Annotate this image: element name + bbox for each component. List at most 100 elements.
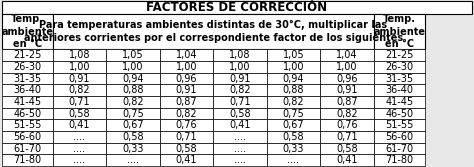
Text: 41-45: 41-45 [13,97,42,107]
Bar [160,143,213,154]
Bar [374,14,425,49]
Text: 0,82: 0,82 [122,97,144,107]
Text: 1,00: 1,00 [175,62,197,72]
Text: ....: .... [73,132,85,142]
Text: 56-60: 56-60 [13,132,42,142]
Bar [2,119,53,131]
Text: 21-25: 21-25 [13,50,42,60]
Bar [53,119,106,131]
Bar [320,49,374,61]
Text: 61-70: 61-70 [13,144,42,154]
Bar [266,84,320,96]
Bar [213,61,266,73]
Text: 0,58: 0,58 [69,109,90,119]
Bar [374,73,425,84]
Text: 1,00: 1,00 [336,62,357,72]
Text: 1,08: 1,08 [69,50,90,60]
Bar [160,108,213,119]
Bar [374,96,425,108]
Text: 56-60: 56-60 [385,132,413,142]
Bar [53,96,106,108]
Bar [160,84,213,96]
Text: 0,41: 0,41 [175,155,197,165]
Bar [213,119,266,131]
Text: 0,58: 0,58 [336,144,357,154]
Text: 0,96: 0,96 [336,73,357,84]
Text: 0,33: 0,33 [283,144,304,154]
Bar [53,49,106,61]
Bar [213,143,266,154]
Bar [374,108,425,119]
Bar [106,131,160,143]
Text: 0,67: 0,67 [122,120,144,130]
Bar [266,49,320,61]
Bar [53,108,106,119]
Text: 0,67: 0,67 [283,120,304,130]
Bar [320,119,374,131]
Bar [320,131,374,143]
Bar [266,143,320,154]
Text: 1,04: 1,04 [336,50,357,60]
Text: Para temperaturas ambientes distintas de 30°C, multiplicar las
anteriores corrie: Para temperaturas ambientes distintas de… [24,20,402,43]
Bar [266,119,320,131]
Bar [320,108,374,119]
Bar [320,73,374,84]
Text: 0,58: 0,58 [229,109,251,119]
Text: 1,05: 1,05 [283,50,304,60]
Bar [213,73,266,84]
Bar [266,154,320,166]
Bar [106,108,160,119]
Bar [106,154,160,166]
Text: 0,76: 0,76 [175,120,197,130]
Text: 0,88: 0,88 [283,85,304,95]
Text: 0,94: 0,94 [283,73,304,84]
Text: 46-50: 46-50 [13,109,42,119]
Bar [320,84,374,96]
Text: 61-70: 61-70 [385,144,413,154]
Bar [53,143,106,154]
Bar [320,61,374,73]
Text: 0,75: 0,75 [283,109,304,119]
Bar [106,84,160,96]
Bar [53,61,106,73]
Bar [374,119,425,131]
Bar [106,119,160,131]
Text: 41-45: 41-45 [385,97,413,107]
Text: 1,08: 1,08 [229,50,251,60]
Bar [374,143,425,154]
Text: 0,82: 0,82 [69,85,90,95]
Bar [213,49,266,61]
Bar [160,131,213,143]
Text: 21-25: 21-25 [385,50,413,60]
Bar [53,154,106,166]
Bar [374,49,425,61]
Bar [106,143,160,154]
Bar [160,154,213,166]
Text: 0,82: 0,82 [283,97,304,107]
Bar [2,49,53,61]
Text: 36-40: 36-40 [385,85,413,95]
Bar [266,108,320,119]
Bar [2,154,53,166]
Bar [266,61,320,73]
Bar [106,96,160,108]
Text: FACTORES DE CORRECCIÓN: FACTORES DE CORRECCIÓN [146,1,328,14]
Bar [2,143,53,154]
Text: ....: .... [127,155,139,165]
Text: ....: .... [234,132,246,142]
Text: Temp.
ambiente
en °C: Temp. ambiente en °C [373,14,425,49]
Text: 0,82: 0,82 [336,109,357,119]
Bar [374,131,425,143]
Text: 1,00: 1,00 [122,62,144,72]
Text: ....: .... [234,155,246,165]
Bar [374,154,425,166]
Bar [53,14,374,49]
Bar [213,108,266,119]
Bar [266,96,320,108]
Text: 46-50: 46-50 [385,109,413,119]
Bar [106,61,160,73]
Text: 0,58: 0,58 [122,132,144,142]
Text: 0,82: 0,82 [175,109,197,119]
Bar [2,84,53,96]
Bar [2,1,472,14]
